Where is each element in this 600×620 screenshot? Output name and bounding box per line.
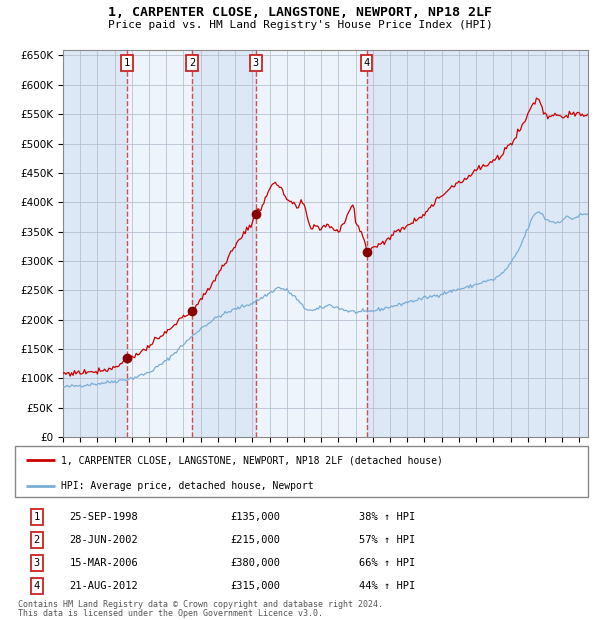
Text: 57% ↑ HPI: 57% ↑ HPI — [359, 535, 416, 545]
Text: 1: 1 — [34, 512, 40, 522]
Text: Contains HM Land Registry data © Crown copyright and database right 2024.: Contains HM Land Registry data © Crown c… — [18, 600, 383, 609]
Text: 25-SEP-1998: 25-SEP-1998 — [70, 512, 138, 522]
Text: £380,000: £380,000 — [230, 558, 281, 568]
Text: 2: 2 — [189, 58, 195, 68]
Text: 1: 1 — [124, 58, 130, 68]
Text: 21-AUG-2012: 21-AUG-2012 — [70, 581, 138, 591]
Text: Price paid vs. HM Land Registry's House Price Index (HPI): Price paid vs. HM Land Registry's House … — [107, 20, 493, 30]
Bar — [127, 50, 192, 437]
Text: 3: 3 — [34, 558, 40, 568]
Text: 38% ↑ HPI: 38% ↑ HPI — [359, 512, 416, 522]
Text: 4: 4 — [364, 58, 370, 68]
Text: £215,000: £215,000 — [230, 535, 281, 545]
Text: 2: 2 — [34, 535, 40, 545]
Text: This data is licensed under the Open Government Licence v3.0.: This data is licensed under the Open Gov… — [18, 608, 323, 618]
Text: 66% ↑ HPI: 66% ↑ HPI — [359, 558, 416, 568]
Text: 1, CARPENTER CLOSE, LANGSTONE, NEWPORT, NP18 2LF (detached house): 1, CARPENTER CLOSE, LANGSTONE, NEWPORT, … — [61, 455, 443, 465]
Text: 28-JUN-2002: 28-JUN-2002 — [70, 535, 138, 545]
Text: £315,000: £315,000 — [230, 581, 281, 591]
Text: 44% ↑ HPI: 44% ↑ HPI — [359, 581, 416, 591]
Text: HPI: Average price, detached house, Newport: HPI: Average price, detached house, Newp… — [61, 481, 313, 491]
Text: 1, CARPENTER CLOSE, LANGSTONE, NEWPORT, NP18 2LF: 1, CARPENTER CLOSE, LANGSTONE, NEWPORT, … — [108, 6, 492, 19]
Text: 15-MAR-2006: 15-MAR-2006 — [70, 558, 138, 568]
FancyBboxPatch shape — [15, 446, 588, 497]
Text: £135,000: £135,000 — [230, 512, 281, 522]
Text: 3: 3 — [253, 58, 259, 68]
Text: 4: 4 — [34, 581, 40, 591]
Bar — [256, 50, 367, 437]
